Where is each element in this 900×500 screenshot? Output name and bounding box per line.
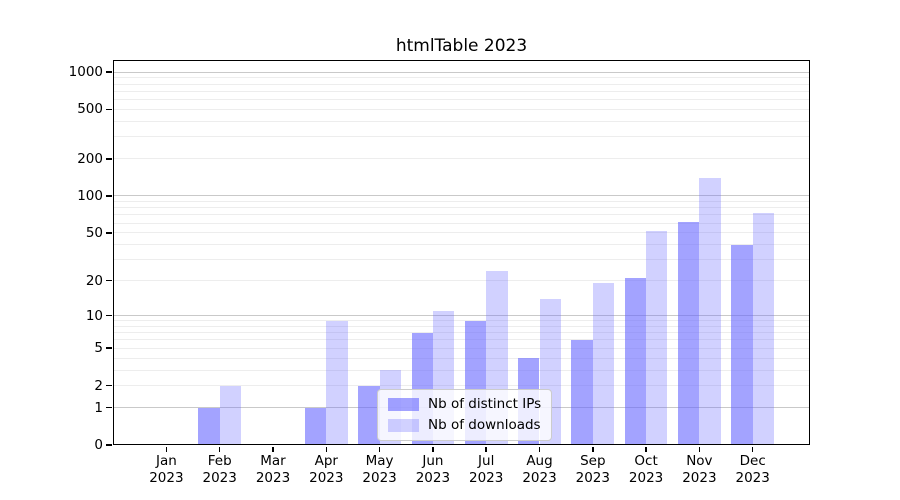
gridline-minor-50: [113, 232, 810, 234]
legend-swatch-downloads: [388, 419, 419, 432]
y-tick-label-2: 2: [94, 377, 103, 394]
gridline-minor-2: [113, 385, 810, 387]
legend-item-downloads: Nb of downloads: [388, 417, 541, 434]
gridline-minor-70: [113, 214, 810, 216]
x-tick-label-jan: Jan 2023: [149, 453, 184, 486]
y-tick-label-5: 5: [94, 340, 103, 357]
x-tick-oct: [645, 447, 647, 452]
bar-downloads-feb-2023: [219, 385, 242, 445]
x-tick-apr: [325, 447, 328, 452]
x-tick-label-aug: Aug 2023: [522, 453, 557, 486]
gridline-minor-9: [113, 320, 810, 322]
x-tick-jan: [165, 447, 168, 452]
gridline-minor-80: [113, 207, 810, 209]
gridline-minor-4: [113, 357, 810, 359]
legend: Nb of distinct IPs Nb of downloads: [377, 389, 553, 441]
x-tick-label-sep: Sep 2023: [575, 453, 610, 486]
y-tick-label-20: 20: [85, 272, 103, 289]
gridline-minor-400: [113, 120, 810, 122]
gridline-minor-30: [113, 259, 810, 261]
gridline-minor-6: [113, 339, 810, 341]
plot-area: 0 1 2 5 10 20 50 100 200 500 1000 Jan 2023 Feb 2023 M…: [69, 60, 810, 486]
bar-downloads-dec-2023: [752, 212, 775, 445]
gridline-minor-40: [113, 244, 810, 246]
bar-distinct-ips-dec-2023: [731, 244, 753, 445]
bar-downloads-apr-2023: [326, 320, 348, 445]
bar-distinct-ips-sep-2023: [571, 339, 593, 445]
gridline-minor-8: [113, 325, 810, 327]
x-tick-label-dec: Dec 2023: [735, 453, 770, 486]
gridline-major-1000: [113, 71, 810, 73]
gridline-major-10: [113, 315, 810, 317]
x-tick-label-nov: Nov 2023: [682, 453, 717, 486]
x-tick-jun: [432, 447, 434, 452]
gridline-minor-7: [113, 332, 810, 334]
gridline-minor-60: [113, 222, 810, 224]
bar-downloads-nov-2023: [699, 178, 721, 445]
x-tick-jul: [485, 447, 487, 452]
gridline-minor-600: [113, 99, 810, 101]
y-tick-label-500: 500: [77, 101, 103, 118]
gridline-minor-300: [113, 136, 810, 138]
gridline-minor-800: [113, 83, 810, 85]
y-tick-10: [106, 314, 112, 317]
y-tick-label-0: 0: [94, 437, 103, 453]
x-tick-label-feb: Feb 2023: [202, 453, 237, 486]
y-tick-100: [106, 195, 112, 197]
y-tick-label-10: 10: [85, 307, 103, 324]
y-tick-5: [106, 347, 112, 350]
x-tick-dec: [751, 447, 754, 452]
y-tick-label-200: 200: [77, 150, 103, 167]
legend-item-distinct-ips: Nb of distinct IPs: [388, 396, 541, 413]
y-tick-200: [106, 157, 112, 160]
x-tick-nov: [698, 447, 701, 452]
gridline-minor-500: [113, 108, 810, 110]
x-tick-sep: [592, 447, 594, 452]
x-tick-label-apr: Apr 2023: [309, 453, 344, 486]
x-tick-aug: [538, 447, 541, 452]
x-tick-label-mar: Mar 2023: [255, 453, 291, 486]
x-tick-mar: [272, 447, 274, 452]
x-tick-label-jun: Jun 2023: [415, 453, 451, 486]
gridline-minor-700: [113, 90, 810, 92]
gridline-minor-20: [113, 280, 810, 282]
y-tick-1000: [106, 71, 112, 73]
y-tick-label-1: 1: [94, 399, 103, 416]
bar-downloads-oct-2023: [646, 230, 668, 445]
x-tick-feb: [218, 447, 221, 452]
x-tick-label-may: May 2023: [362, 453, 397, 486]
y-tick-0: [106, 444, 112, 446]
gridline-minor-90: [113, 200, 810, 202]
bar-distinct-ips-may-2023: [358, 385, 380, 445]
y-tick-label-100: 100: [77, 187, 103, 204]
bar-downloads-sep-2023: [592, 283, 615, 445]
x-tick-may: [378, 447, 381, 452]
legend-label-downloads: Nb of downloads: [428, 417, 541, 433]
legend-label-distinct-ips: Nb of distinct IPs: [428, 396, 542, 412]
bar-distinct-ips-nov-2023: [678, 222, 700, 445]
gridline-minor-200: [113, 158, 810, 160]
y-tick-label-50: 50: [85, 224, 103, 241]
y-tick-1: [106, 406, 112, 409]
gridline-major-100: [113, 195, 810, 197]
y-tick-2: [106, 384, 112, 387]
bar-distinct-ips-feb-2023: [198, 407, 220, 445]
gridline-minor-5: [113, 347, 810, 349]
gridline-minor-3: [113, 369, 810, 371]
y-tick-500: [106, 108, 112, 111]
chart-title: htmlTable 2023: [395, 36, 528, 56]
bar-distinct-ips-apr-2023: [304, 407, 327, 445]
x-tick-label-oct: Oct 2023: [628, 453, 664, 486]
gridline-minor-900: [113, 77, 810, 79]
bar-distinct-ips-oct-2023: [624, 278, 647, 445]
legend-swatch-distinct-ips: [388, 398, 419, 411]
y-tick-label-1000: 1000: [68, 64, 103, 81]
y-tick-20: [106, 279, 112, 282]
x-tick-label-jul: Jul 2023: [469, 453, 504, 486]
y-tick-50: [106, 231, 112, 234]
